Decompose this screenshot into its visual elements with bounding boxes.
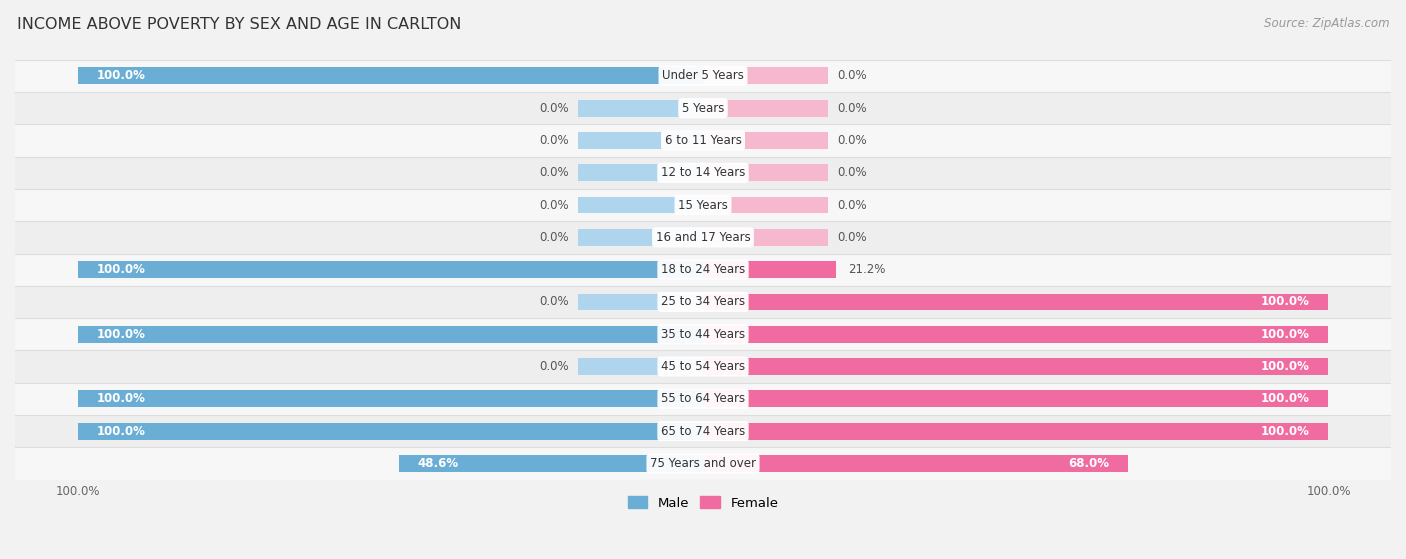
Text: 0.0%: 0.0%	[838, 166, 868, 179]
Text: 0.0%: 0.0%	[838, 69, 868, 82]
Text: 75 Years and over: 75 Years and over	[650, 457, 756, 470]
Text: 5 Years: 5 Years	[682, 102, 724, 115]
Text: Under 5 Years: Under 5 Years	[662, 69, 744, 82]
Bar	[15, 254, 1391, 286]
Bar	[15, 383, 1391, 415]
Text: 18 to 24 Years: 18 to 24 Years	[661, 263, 745, 276]
Text: 16 and 17 Years: 16 and 17 Years	[655, 231, 751, 244]
Bar	[578, 100, 703, 117]
Bar	[703, 455, 1128, 472]
Text: 12 to 14 Years: 12 to 14 Years	[661, 166, 745, 179]
Text: 0.0%: 0.0%	[538, 198, 568, 211]
Text: 0.0%: 0.0%	[538, 296, 568, 309]
Text: 0.0%: 0.0%	[538, 360, 568, 373]
Text: 0.0%: 0.0%	[538, 231, 568, 244]
Text: Source: ZipAtlas.com: Source: ZipAtlas.com	[1264, 17, 1389, 30]
Text: 0.0%: 0.0%	[838, 102, 868, 115]
Text: 68.0%: 68.0%	[1069, 457, 1109, 470]
Bar	[703, 229, 828, 246]
Bar	[578, 132, 703, 149]
Text: 0.0%: 0.0%	[838, 198, 868, 211]
Bar	[578, 358, 703, 375]
Text: 0.0%: 0.0%	[538, 102, 568, 115]
Bar	[578, 197, 703, 214]
Text: 0.0%: 0.0%	[838, 231, 868, 244]
Bar	[77, 68, 703, 84]
Bar	[703, 68, 828, 84]
Text: 35 to 44 Years: 35 to 44 Years	[661, 328, 745, 341]
Bar	[703, 358, 1329, 375]
Text: 6 to 11 Years: 6 to 11 Years	[665, 134, 741, 147]
Bar	[15, 189, 1391, 221]
Bar	[578, 229, 703, 246]
Text: 100.0%: 100.0%	[1261, 425, 1310, 438]
Bar	[15, 318, 1391, 350]
Bar	[703, 132, 828, 149]
Bar	[399, 455, 703, 472]
Bar	[703, 293, 1329, 310]
Bar	[15, 60, 1391, 92]
Bar	[703, 197, 828, 214]
Bar	[77, 261, 703, 278]
Text: 15 Years: 15 Years	[678, 198, 728, 211]
Text: 100.0%: 100.0%	[1261, 296, 1310, 309]
Bar	[703, 326, 1329, 343]
Bar	[15, 286, 1391, 318]
Text: 0.0%: 0.0%	[838, 134, 868, 147]
Bar	[703, 100, 828, 117]
Legend: Male, Female: Male, Female	[623, 491, 783, 515]
Bar	[703, 164, 828, 181]
Text: 25 to 34 Years: 25 to 34 Years	[661, 296, 745, 309]
Bar	[15, 415, 1391, 447]
Text: 48.6%: 48.6%	[418, 457, 458, 470]
Text: 100.0%: 100.0%	[96, 328, 145, 341]
Text: 45 to 54 Years: 45 to 54 Years	[661, 360, 745, 373]
Text: 65 to 74 Years: 65 to 74 Years	[661, 425, 745, 438]
Text: INCOME ABOVE POVERTY BY SEX AND AGE IN CARLTON: INCOME ABOVE POVERTY BY SEX AND AGE IN C…	[17, 17, 461, 32]
Bar	[15, 221, 1391, 254]
Bar	[578, 293, 703, 310]
Text: 21.2%: 21.2%	[848, 263, 886, 276]
Text: 0.0%: 0.0%	[538, 134, 568, 147]
Text: 0.0%: 0.0%	[538, 166, 568, 179]
Text: 100.0%: 100.0%	[96, 392, 145, 405]
Text: 100.0%: 100.0%	[1261, 360, 1310, 373]
Bar	[15, 447, 1391, 480]
Bar	[77, 423, 703, 439]
Bar	[15, 350, 1391, 383]
Bar	[15, 92, 1391, 124]
Bar	[703, 390, 1329, 408]
Bar	[15, 157, 1391, 189]
Bar	[77, 326, 703, 343]
Text: 100.0%: 100.0%	[1261, 328, 1310, 341]
Text: 100.0%: 100.0%	[1261, 392, 1310, 405]
Text: 100.0%: 100.0%	[96, 263, 145, 276]
Bar	[578, 164, 703, 181]
Text: 100.0%: 100.0%	[96, 69, 145, 82]
Text: 55 to 64 Years: 55 to 64 Years	[661, 392, 745, 405]
Text: 100.0%: 100.0%	[96, 425, 145, 438]
Bar	[15, 124, 1391, 157]
Bar	[77, 390, 703, 408]
Bar	[703, 261, 835, 278]
Bar	[703, 423, 1329, 439]
